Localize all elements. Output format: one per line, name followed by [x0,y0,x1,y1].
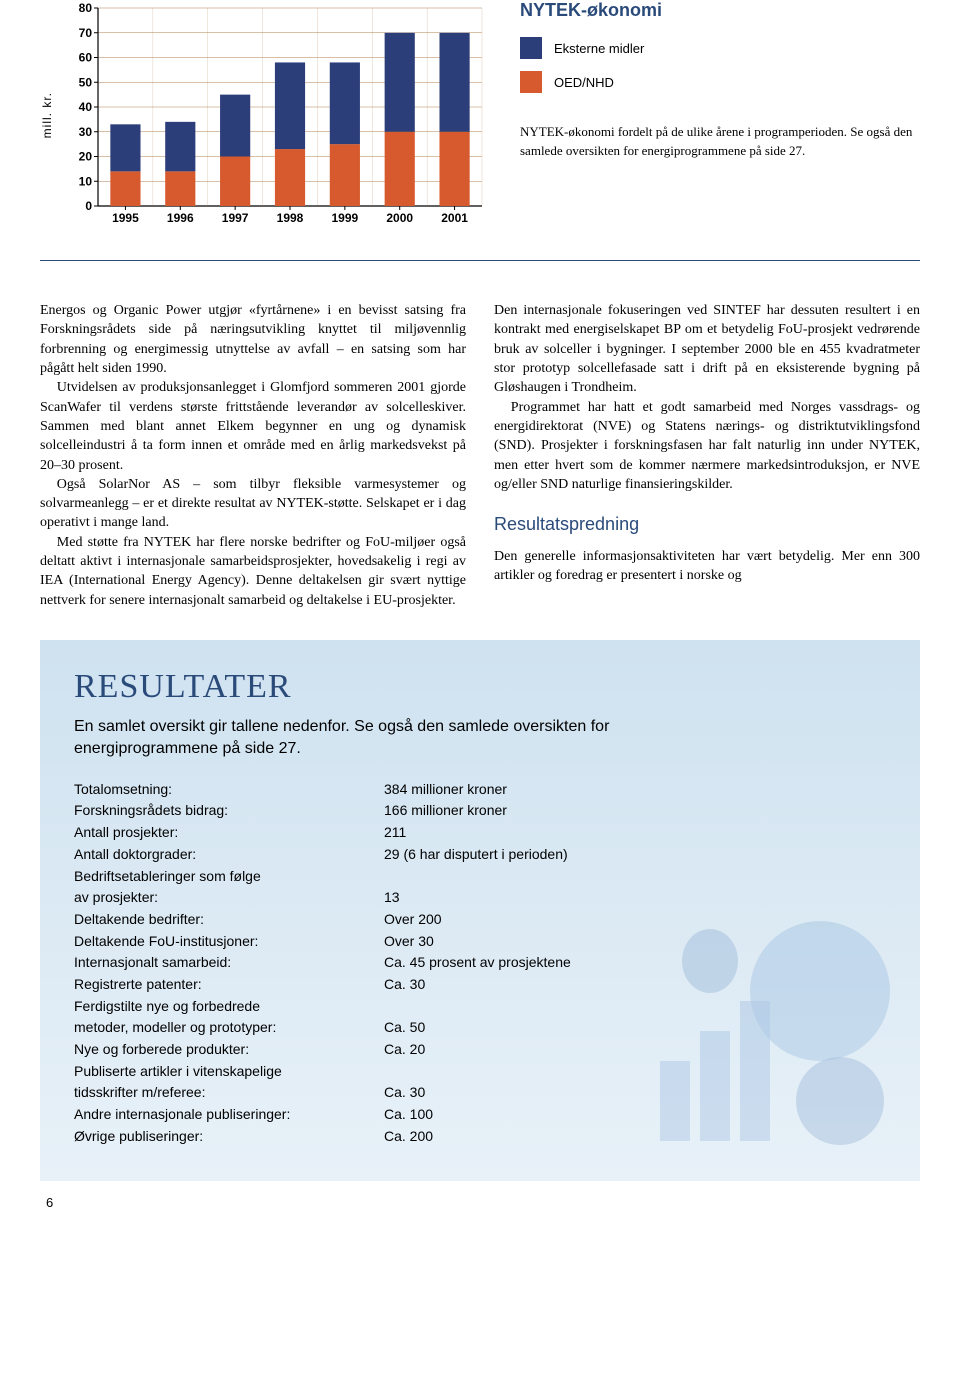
svg-text:60: 60 [79,51,93,65]
results-row-label: Totalomsetning: [74,779,364,801]
body-paragraph: Energos og Organic Power utgjør «fyrtårn… [40,301,466,378]
results-box: RESULTATER En samlet oversikt gir tallen… [40,640,920,1181]
results-row-value: Over 30 [384,931,644,953]
results-row-label: Bedriftsetableringer som følge [74,866,364,888]
svg-text:40: 40 [79,100,93,114]
page-number: 6 [46,1195,920,1210]
legend-item-eksterne: Eksterne midler [520,37,920,59]
results-row-label: Andre internasjonale publiseringer: [74,1104,364,1126]
chart-region: mill. kr. 0 10 20 30 40 50 60 70 80 1995 1996 1997 1… [40,0,920,261]
legend-column: NYTEK-økonomi Eksterne midler OED/NHD NY… [490,0,920,161]
svg-text:70: 70 [79,26,93,40]
svg-text:1996: 1996 [167,211,194,225]
results-row-label: av prosjekter: [74,887,364,909]
svg-text:80: 80 [79,1,93,15]
results-row-label: Øvrige publiseringer: [74,1126,364,1148]
swatch-orange [520,71,542,93]
results-row-value: Ca. 200 [384,1126,644,1148]
svg-text:1995: 1995 [112,211,139,225]
results-row-value [384,996,644,1018]
svg-text:2001: 2001 [441,211,468,225]
results-row-value [384,866,644,888]
results-lead: En samlet oversikt gir tallene nedenfor.… [74,716,674,761]
results-illustration [640,901,900,1161]
svg-text:0: 0 [85,199,92,213]
results-row-value: Over 200 [384,909,644,931]
legend-label: OED/NHD [554,75,614,90]
body-paragraph: Den internasjonale fokuseringen ved SINT… [494,301,920,398]
results-row-value: Ca. 20 [384,1039,644,1061]
body-paragraph: Den generelle informasjonsaktiviteten ha… [494,547,920,586]
stacked-bar-chart: 0 10 20 30 40 50 60 70 80 1995 1996 1997 1998 1999 200… [60,0,490,230]
results-row-value: Ca. 50 [384,1017,644,1039]
results-row-value: 29 (6 har disputert i perioden) [384,844,644,866]
results-row-value: Ca. 100 [384,1104,644,1126]
legend-title: NYTEK-økonomi [520,0,920,21]
results-row-label: metoder, modeller og prototyper: [74,1017,364,1039]
chart-caption: NYTEK-økonomi fordelt på de ulike årene … [520,123,920,161]
results-row-label: Nye og forberede produkter: [74,1039,364,1061]
results-row-value: 13 [384,887,644,909]
svg-text:2000: 2000 [386,211,413,225]
legend-label: Eksterne midler [554,41,644,56]
results-row-label: Deltakende FoU-institusjoner: [74,931,364,953]
results-row-value: 166 millioner kroner [384,800,644,822]
subheading-resultatspredning: Resultatspredning [494,512,920,537]
body-paragraph: Programmet har hatt et godt samarbeid me… [494,398,920,495]
body-paragraph: Også SolarNor AS – som tilbyr fleksible … [40,475,466,533]
results-row-label: Antall prosjekter: [74,822,364,844]
results-row-value: Ca. 30 [384,974,644,996]
results-labels-col: Totalomsetning:Forskningsrådets bidrag:A… [74,779,364,1148]
body-paragraph: Med støtte fra NYTEK har flere norske be… [40,533,466,610]
svg-text:10: 10 [79,174,93,188]
body-column-right: Den internasjonale fokuseringen ved SINT… [494,301,920,610]
svg-text:1999: 1999 [332,211,359,225]
results-row-label: Forskningsrådets bidrag: [74,800,364,822]
results-row-value: Ca. 30 [384,1082,644,1104]
svg-text:50: 50 [79,75,93,89]
results-row-value: 211 [384,822,644,844]
results-row-value: Ca. 45 prosent av prosjektene [384,952,644,974]
svg-text:30: 30 [79,125,93,139]
swatch-blue [520,37,542,59]
results-row-label: Publiserte artikler i vitenskapelige [74,1061,364,1083]
svg-text:1997: 1997 [222,211,249,225]
svg-text:1998: 1998 [277,211,304,225]
results-row-label: Internasjonalt samarbeid: [74,952,364,974]
body-text: Energos og Organic Power utgjør «fyrtårn… [40,301,920,610]
results-row-label: Registrerte patenter: [74,974,364,996]
body-column-left: Energos og Organic Power utgjør «fyrtårn… [40,301,466,610]
results-values-col: 384 millioner kroner166 millioner kroner… [384,779,644,1148]
results-row-label: Ferdigstilte nye og forbedrede [74,996,364,1018]
results-row-label: Deltakende bedrifter: [74,909,364,931]
results-row-label: Antall doktorgrader: [74,844,364,866]
legend-item-oed: OED/NHD [520,71,920,93]
results-row-label: tidsskrifter m/referee: [74,1082,364,1104]
svg-text:20: 20 [79,150,93,164]
chart-ylabel: mill. kr. [40,92,54,138]
results-heading: RESULTATER [74,668,886,706]
results-row-value: 384 millioner kroner [384,779,644,801]
results-row-value [384,1061,644,1083]
body-paragraph: Utvidelsen av produksjonsanlegget i Glom… [40,378,466,475]
